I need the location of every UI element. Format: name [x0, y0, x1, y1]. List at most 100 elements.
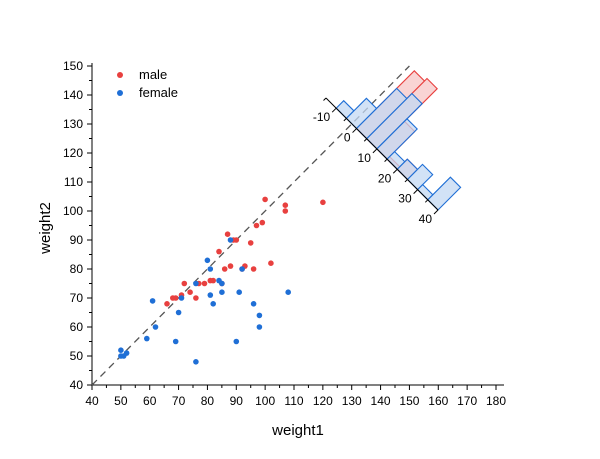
female-point	[207, 292, 214, 298]
x-tick-label: 80	[201, 394, 215, 408]
axes: 40 50 60 70 80 90 100 110 120 130 140 150 160 170 1804…	[63, 59, 506, 408]
female-point	[233, 338, 240, 345]
female-point	[123, 350, 130, 356]
y-tick-label: 70	[70, 291, 84, 305]
scatter-points	[118, 196, 326, 365]
male-point	[282, 208, 289, 214]
x-tick-label: 170	[457, 394, 477, 408]
x-tick-label: 150	[399, 394, 419, 408]
y-tick-label: 100	[63, 204, 83, 218]
histogram-minor-tick	[323, 97, 327, 101]
female-point	[204, 257, 211, 264]
histogram-tick-label: 10	[358, 151, 372, 165]
legend-label-female: female	[139, 85, 178, 100]
male-point	[250, 266, 257, 272]
x-tick-label: 160	[428, 394, 448, 408]
x-tick-label: 130	[342, 394, 362, 408]
female-point	[172, 338, 179, 345]
male-point	[172, 295, 179, 301]
female-point	[193, 359, 199, 365]
histogram-minor-tick	[363, 138, 368, 142]
female-point	[227, 237, 234, 243]
y-tick-label: 150	[63, 59, 83, 73]
y-tick-label: 90	[70, 233, 84, 247]
male-point	[193, 295, 199, 301]
x-tick-label: 60	[143, 394, 157, 408]
male-point	[259, 219, 266, 226]
histogram-tick-label: 30	[398, 192, 412, 206]
female-point	[149, 298, 156, 304]
male-point	[187, 289, 193, 296]
female-point	[256, 312, 263, 319]
male-point	[221, 266, 228, 272]
male-point	[227, 263, 234, 269]
male-point	[216, 248, 222, 255]
female-point	[285, 289, 292, 296]
x-tick-label: 50	[114, 394, 128, 408]
histogram-tick	[372, 148, 378, 154]
histogram-tick-label: 0	[344, 131, 351, 145]
female-point	[250, 301, 257, 307]
male-point	[224, 231, 231, 237]
y-axis-title: weight2	[37, 202, 54, 255]
legend-marker-male	[117, 72, 123, 78]
female-point	[118, 347, 124, 354]
male-point	[210, 277, 216, 284]
male-point	[233, 237, 240, 243]
female-point	[178, 295, 185, 301]
histogram-tick	[433, 209, 439, 215]
legend: male female	[117, 67, 178, 100]
female-point	[175, 309, 182, 316]
female-point	[152, 324, 159, 330]
x-tick-label: 180	[486, 394, 506, 408]
y-tick-label: 40	[70, 378, 84, 392]
x-axis-title: weight1	[271, 422, 324, 439]
histogram-tick-label: -10	[313, 110, 331, 124]
histogram-tick	[392, 168, 398, 174]
difference-histogram: -10 0 10 20 30 40	[313, 70, 462, 226]
y-tick-label: 120	[63, 146, 83, 160]
x-tick-label: 70	[172, 394, 186, 408]
y-tick-label: 130	[63, 117, 83, 131]
histogram-minor-tick	[384, 158, 388, 162]
histogram-tick	[413, 189, 418, 194]
male-point	[253, 222, 260, 229]
female-point	[256, 324, 263, 330]
x-tick-label: 90	[230, 394, 244, 408]
histogram-tick-label: 20	[378, 171, 392, 185]
female-point	[236, 289, 242, 296]
male-point	[262, 196, 268, 203]
histogram-minor-tick	[404, 179, 408, 183]
x-tick-label: 140	[371, 394, 391, 408]
histogram-minor-tick	[343, 118, 347, 122]
y-tick-label: 60	[70, 320, 84, 334]
histogram-minor-tick	[424, 199, 429, 203]
female-point	[219, 289, 225, 296]
histogram-tick-label: 40	[419, 212, 433, 226]
x-tick-label: 120	[313, 394, 333, 408]
male-point	[181, 280, 188, 287]
female-point	[219, 280, 225, 287]
legend-marker-female	[117, 90, 123, 96]
y-tick-label: 140	[63, 88, 83, 102]
x-tick-label: 40	[85, 394, 99, 408]
x-tick-label: 100	[255, 394, 275, 408]
female-point	[239, 266, 245, 272]
y-tick-label: 110	[64, 175, 83, 189]
histogram-tick	[331, 107, 337, 113]
male-point	[201, 280, 208, 287]
histogram-axis-line	[325, 97, 439, 211]
legend-label-male: male	[139, 67, 167, 82]
x-tick-label: 110	[284, 394, 303, 408]
histogram-tick	[352, 128, 357, 133]
female-point	[193, 280, 199, 287]
male-point	[268, 260, 274, 267]
male-point	[247, 240, 254, 246]
y-tick-label: 80	[70, 262, 84, 276]
female-point	[210, 301, 216, 307]
male-point	[282, 202, 289, 208]
male-point	[164, 301, 170, 307]
female-point	[207, 266, 214, 272]
y-tick-label: 50	[70, 349, 84, 363]
